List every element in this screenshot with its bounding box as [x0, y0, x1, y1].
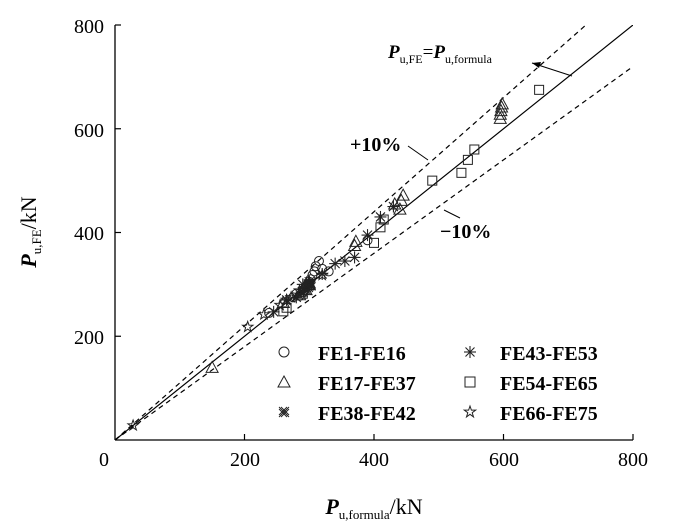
equality-lhs-sub: u,FE [400, 52, 423, 66]
triangle-point [396, 188, 410, 201]
equality-rhs-main: P [432, 42, 445, 63]
square-point [369, 237, 379, 248]
star-point [257, 307, 271, 321]
square-point [462, 154, 473, 165]
asterisk-point [329, 257, 342, 270]
asterisk-point [348, 251, 361, 264]
legend-label: FE43-FE53 [500, 343, 598, 365]
star-point [284, 290, 298, 304]
x-axis-title-unit: /kN [390, 494, 423, 519]
x-tick-label: 800 [618, 449, 648, 471]
legend-label: FE38-FE42 [318, 403, 416, 425]
triangle-point [493, 111, 508, 124]
x-axis-title-main: P [324, 494, 339, 519]
equality-rhs-sub: u,formula [445, 52, 493, 66]
y-axis-title: Pu,FE/kN [16, 196, 44, 268]
legend-item: FE1-FE16 [278, 343, 406, 365]
y-tick-label: 600 [74, 120, 104, 142]
square-point [469, 144, 480, 155]
triangle-point [387, 196, 402, 210]
asterisk-point [374, 210, 387, 223]
square-point [278, 306, 289, 317]
x-axis-title-sub: u,formula [339, 507, 390, 522]
asterisk-point [290, 291, 303, 304]
circle-point [310, 261, 321, 272]
x-tick-label: 600 [489, 449, 519, 471]
y-axis-title-sub: u,FE [29, 229, 44, 254]
x-axis-title: Pu,formula/kN [324, 494, 422, 522]
tick-marks [115, 24, 634, 440]
triangle-point [495, 96, 510, 110]
legend-circle-marker [278, 346, 290, 358]
star-point [279, 292, 294, 306]
square-point [375, 222, 386, 233]
minus-10-label: −10% [440, 221, 491, 243]
legend-triangle-marker [277, 374, 291, 388]
asterisk-point [338, 255, 351, 268]
legend-label: FE66-FE75 [500, 403, 598, 425]
legend-xstar-marker [278, 406, 290, 418]
annotations: Pu,FE=Pu,formula +10% −10% [350, 42, 573, 243]
y-tick-label: 800 [74, 16, 104, 38]
legend-asterisk-marker [464, 346, 476, 358]
legend-label: FE54-FE65 [500, 373, 598, 395]
reference-line-minus-10 [115, 65, 633, 441]
square-point [378, 214, 389, 225]
triangle-point [347, 238, 362, 251]
triangle-point [493, 107, 508, 120]
x-tick-label: 200 [230, 449, 260, 471]
y-tick-label: 200 [74, 327, 104, 349]
y-tick-label: 400 [74, 223, 104, 245]
legend-label: FE1-FE16 [318, 343, 406, 365]
legend-item: FE43-FE53 [464, 343, 598, 365]
legend-item: FE66-FE75 [462, 403, 598, 425]
star-point [241, 319, 255, 333]
equality-arrow-head [532, 62, 541, 68]
equality-sign: = [423, 42, 434, 63]
origin-tick-label: 0 [99, 449, 109, 471]
triangle-point [205, 360, 219, 373]
asterisk-point [361, 229, 374, 242]
asterisk-point [387, 200, 400, 213]
legend-item: FE54-FE65 [464, 373, 598, 395]
minus-10-leader-line [443, 209, 461, 219]
triangle-point [494, 103, 508, 117]
square-point [534, 84, 545, 95]
star-point [315, 267, 329, 281]
star-point [302, 274, 316, 288]
legend-item: FE17-FE37 [277, 373, 416, 395]
square-point [281, 302, 292, 313]
star-point [299, 281, 313, 295]
legend-item: FE38-FE42 [278, 403, 416, 425]
legend: FE1-FE16 FE17-FE37 FE38-FE42 FE43-FE53 F… [277, 343, 598, 425]
x-tick-label: 400 [359, 449, 389, 471]
plus-10-leader-line [407, 145, 429, 161]
y-axis-title-main: P [16, 254, 41, 269]
legend-square-marker [464, 376, 476, 388]
data-points [126, 84, 545, 432]
triangle-point [494, 99, 509, 113]
reference-lines [115, 25, 633, 441]
square-point [427, 175, 438, 186]
star-point [126, 418, 140, 432]
square-point [456, 167, 467, 178]
equality-lhs-main: P [387, 42, 400, 63]
y-axis-title-unit: /kN [16, 196, 41, 229]
legend-label: FE17-FE37 [318, 373, 416, 395]
reference-line-equal [115, 25, 633, 441]
triangle-point [349, 234, 363, 247]
equality-annotation: Pu,FE=Pu,formula [387, 42, 493, 66]
plus-10-label: +10% [350, 134, 401, 156]
reference-line-plus-10 [115, 25, 587, 441]
legend-star-marker [462, 404, 478, 419]
series-FE66-FE75 [126, 267, 329, 432]
